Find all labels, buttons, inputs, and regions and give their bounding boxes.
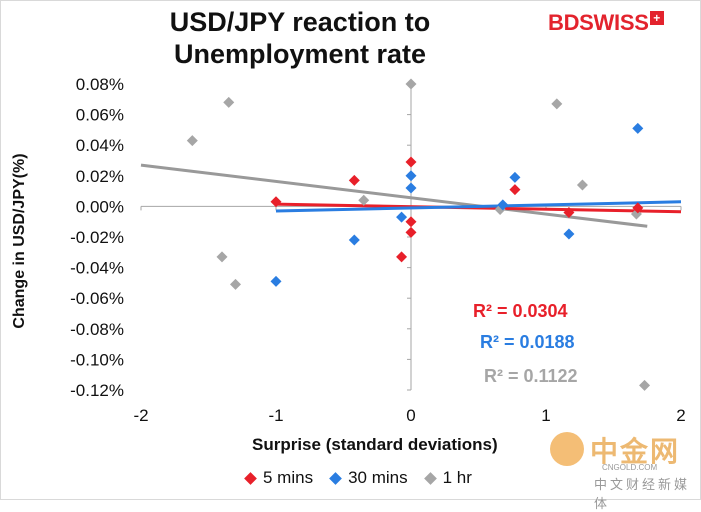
- trendline-1hr: [140, 163, 648, 228]
- point-1hr: [405, 78, 417, 90]
- cngold-logo-icon: [550, 432, 584, 466]
- point-5mins: [405, 226, 417, 238]
- r2-label-1hr: R² = 0.1122: [484, 366, 578, 386]
- point-30mins: [405, 170, 417, 182]
- point-1hr: [551, 98, 563, 110]
- cngold-watermark: 中金网 CNGOLD.COM 中文财经新媒体: [548, 430, 698, 511]
- point-1hr: [223, 96, 235, 108]
- point-5mins: [509, 184, 521, 196]
- y-tick-label: -0.06%: [70, 289, 124, 308]
- chart-title-line1: USD/JPY reaction to: [169, 7, 431, 37]
- y-tick-label: 0.04%: [76, 136, 124, 155]
- point-5mins: [396, 251, 408, 263]
- point-1hr: [639, 379, 651, 391]
- point-30mins: [405, 182, 417, 194]
- point-5mins: [405, 216, 417, 228]
- y-tick-label: -0.08%: [70, 320, 124, 339]
- point-30mins: [497, 199, 509, 211]
- legend-item-5mins: 5 mins: [244, 468, 314, 488]
- point-5mins: [563, 207, 575, 219]
- r2-label-5mins: R² = 0.0304: [473, 301, 568, 321]
- x-axis-label: Surprise (standard deviations): [252, 435, 498, 454]
- point-1hr: [230, 278, 241, 290]
- legend-label-1hr: 1 hr: [442, 468, 472, 487]
- legend-label-30mins: 30 mins: [348, 468, 408, 487]
- x-tick-label: 1: [541, 406, 550, 425]
- y-tick-label: -0.04%: [70, 259, 124, 278]
- point-30mins: [348, 234, 360, 246]
- watermark-subtitle: 中文财经新媒体: [594, 477, 691, 511]
- point-5mins: [270, 196, 282, 208]
- point-5mins: [348, 174, 360, 186]
- legend-marker-30mins: [329, 471, 342, 485]
- watermark-domain: CNGOLD.COM: [602, 463, 658, 472]
- bdswiss-logo: BDSWISS +: [548, 10, 664, 35]
- point-5mins: [405, 156, 417, 168]
- y-tick-label: 0.00%: [76, 197, 124, 216]
- point-30mins: [509, 171, 521, 183]
- point-1hr: [576, 179, 588, 191]
- legend-marker-5mins: [244, 471, 257, 485]
- point-1hr: [216, 251, 228, 263]
- logo-text: BDSWISS: [548, 10, 649, 35]
- y-tick-label: 0.02%: [76, 167, 124, 186]
- point-5mins: [632, 202, 644, 214]
- y-tick-label: 0.06%: [76, 106, 124, 125]
- chart-title-line2: Unemployment rate: [173, 39, 427, 69]
- point-1hr: [186, 135, 198, 147]
- watermark-brand: 中金网: [590, 436, 681, 467]
- point-30mins: [270, 275, 282, 287]
- legend-item-30mins: 30 mins: [329, 468, 408, 488]
- x-tick-label: -1: [268, 406, 283, 425]
- scatter-plot: 0.08% 0.06% 0.04% 0.02% 0.00% -0.02% -0.04% -0.…: [70, 75, 686, 425]
- point-1hr: [358, 194, 370, 206]
- x-tick-label: 0: [406, 406, 415, 425]
- r2-label-30mins: R² = 0.0188: [480, 332, 575, 352]
- legend-item-1hr: 1 hr: [423, 468, 472, 488]
- logo-cross-icon: +: [649, 11, 664, 25]
- y-tick-label: -0.12%: [70, 381, 124, 400]
- x-tick-label: 2: [676, 406, 685, 425]
- y-tick-label: 0.08%: [76, 75, 124, 94]
- legend-marker-1hr: [423, 471, 437, 485]
- point-30mins: [563, 228, 575, 240]
- point-30mins: [396, 211, 408, 223]
- legend: 5 mins 30 mins 1 hr: [244, 468, 472, 488]
- point-30mins: [632, 122, 644, 134]
- trendline-5mins: [275, 202, 682, 214]
- chart-title: USD/JPY reaction to Unemployment rate: [130, 6, 470, 70]
- y-tick-label: -0.10%: [70, 350, 124, 369]
- legend-label-5mins: 5 mins: [263, 468, 314, 487]
- trendline-30mins: [275, 200, 682, 213]
- x-tick-label: -2: [133, 406, 148, 425]
- y-tick-label: -0.02%: [70, 228, 124, 247]
